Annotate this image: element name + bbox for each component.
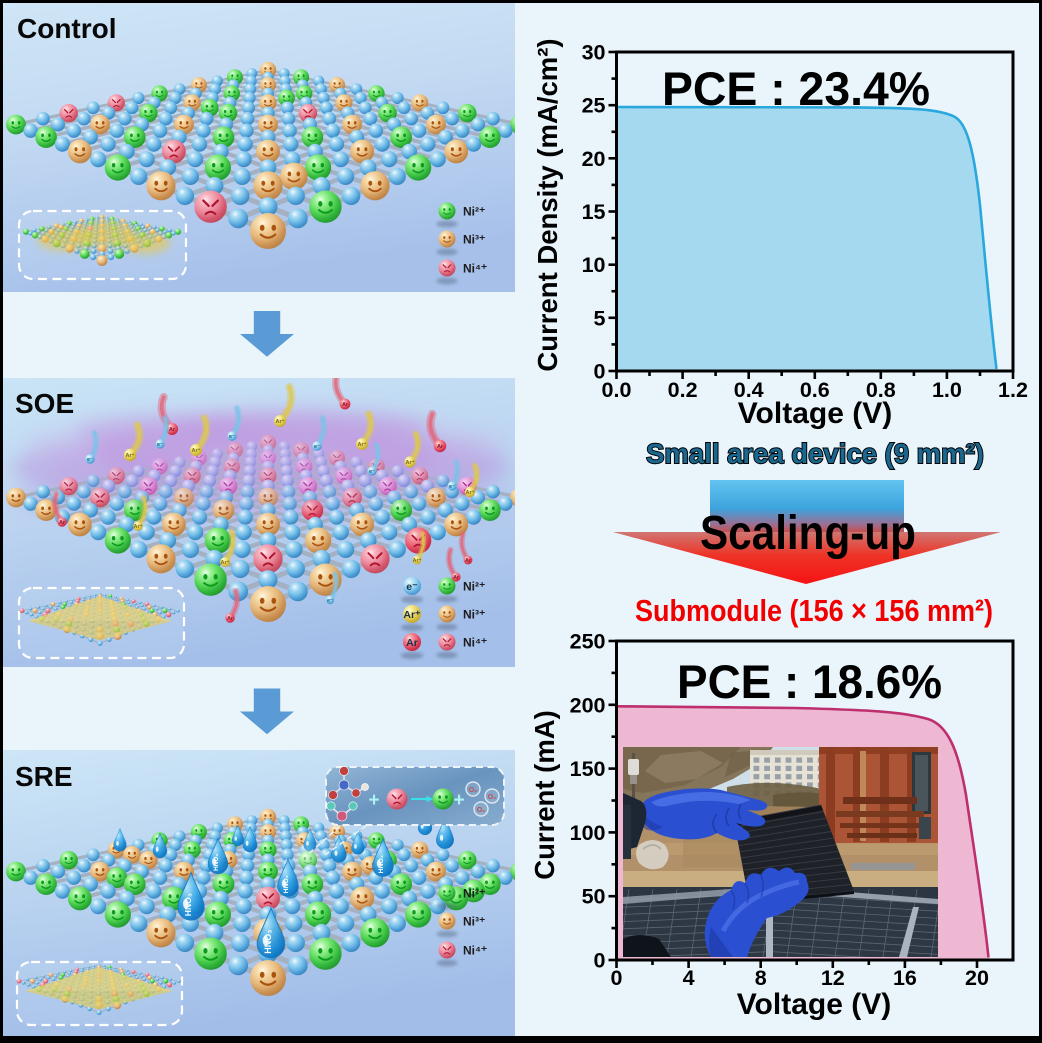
svg-text:Ni⁴⁺: Ni⁴⁺	[463, 262, 487, 276]
svg-text:Ar⁺: Ar⁺	[220, 559, 229, 566]
svg-text:Current Density (mA/cm²): Current Density (mA/cm²)	[532, 38, 563, 371]
svg-text:Ni⁴⁺: Ni⁴⁺	[463, 636, 487, 650]
svg-text:Ar⁺: Ar⁺	[412, 557, 421, 564]
svg-text:1.2: 1.2	[998, 378, 1028, 402]
svg-text:Ar: Ar	[406, 637, 418, 649]
svg-text:Ar: Ar	[59, 520, 66, 526]
svg-text:Ar: Ar	[437, 444, 444, 450]
svg-text:O₂: O₂	[477, 807, 486, 814]
svg-text:+: +	[368, 790, 379, 811]
svg-text:Control: Control	[17, 13, 117, 44]
svg-text:20: 20	[965, 966, 989, 990]
svg-text:e⁻: e⁻	[406, 581, 418, 593]
svg-text:250: 250	[570, 630, 606, 654]
svg-text:Ar⁺: Ar⁺	[191, 447, 200, 454]
svg-text:HNO₃: HNO₃	[183, 893, 193, 916]
svg-text:PCE : 18.6%: PCE : 18.6%	[677, 655, 942, 708]
svg-text:Ar⁺: Ar⁺	[133, 523, 142, 530]
svg-text:Current (mA): Current (mA)	[529, 710, 560, 880]
svg-text:Ar: Ar	[342, 402, 349, 408]
svg-text:Ar⁺: Ar⁺	[357, 441, 366, 448]
svg-text:Ar⁺: Ar⁺	[275, 418, 284, 425]
svg-text:15: 15	[582, 200, 606, 224]
svg-text:Ar⁺: Ar⁺	[403, 609, 421, 621]
svg-text:Ni⁴⁺: Ni⁴⁺	[463, 944, 487, 958]
svg-text:200: 200	[570, 693, 606, 717]
svg-text:25: 25	[582, 94, 606, 118]
svg-text:0.2: 0.2	[668, 378, 698, 402]
svg-text:Ni²⁺: Ni²⁺	[463, 205, 485, 219]
svg-text:Ar⁺: Ar⁺	[465, 489, 474, 496]
svg-text:e⁻: e⁻	[327, 598, 333, 604]
svg-text:0: 0	[611, 966, 623, 990]
svg-text:12: 12	[821, 966, 845, 990]
svg-text:HNO₃: HNO₃	[263, 930, 273, 954]
svg-text:0.4: 0.4	[734, 378, 764, 402]
svg-text:O₂: O₂	[469, 787, 478, 794]
svg-text:5: 5	[594, 306, 606, 330]
svg-text:Ar⁺: Ar⁺	[405, 459, 414, 466]
svg-text:0: 0	[594, 360, 606, 384]
svg-text:Ni³⁺: Ni³⁺	[463, 233, 485, 247]
svg-text:SRE: SRE	[15, 761, 73, 792]
svg-text:HNO₃: HNO₃	[283, 875, 290, 893]
svg-text:e⁻: e⁻	[314, 444, 320, 450]
svg-text:100: 100	[570, 821, 606, 845]
svg-text:e⁻: e⁻	[157, 442, 163, 448]
svg-text:Ar⁺: Ar⁺	[125, 452, 134, 459]
svg-text:e⁻: e⁻	[449, 484, 455, 490]
svg-text:Scaling-up: Scaling-up	[700, 507, 916, 560]
svg-text:Submodule (156 × 156 mm²): Submodule (156 × 156 mm²)	[635, 593, 993, 628]
svg-text:0.6: 0.6	[800, 378, 830, 402]
svg-text:Ni³⁺: Ni³⁺	[463, 608, 485, 622]
svg-text:0: 0	[594, 949, 606, 973]
svg-text:+: +	[453, 790, 464, 811]
svg-text:Ar: Ar	[453, 575, 460, 581]
svg-text:HNO₃: HNO₃	[213, 854, 220, 871]
svg-text:e⁻: e⁻	[87, 457, 93, 463]
svg-text:16: 16	[893, 966, 917, 990]
svg-text:Voltage (V): Voltage (V)	[737, 988, 891, 1021]
svg-text:Small area device (9 mm²): Small area device (9 mm²)	[646, 438, 984, 469]
svg-text:Ni²⁺: Ni²⁺	[463, 887, 485, 901]
svg-text:SOE: SOE	[15, 388, 74, 419]
svg-text:O₂: O₂	[488, 794, 497, 801]
svg-text:Ar: Ar	[169, 427, 176, 433]
svg-text:1.0: 1.0	[932, 378, 962, 402]
svg-text:30: 30	[582, 41, 606, 65]
svg-text:HNO₃: HNO₃	[378, 855, 385, 873]
svg-text:Ar: Ar	[465, 558, 472, 564]
svg-text:20: 20	[582, 147, 606, 171]
svg-text:150: 150	[570, 757, 606, 781]
svg-text:Voltage (V): Voltage (V)	[738, 397, 892, 430]
svg-text:0.8: 0.8	[866, 378, 896, 402]
svg-text:10: 10	[582, 253, 606, 277]
svg-text:8: 8	[755, 966, 767, 990]
svg-text:e⁻: e⁻	[229, 434, 235, 440]
svg-text:e⁻: e⁻	[369, 469, 375, 475]
svg-text:Ni³⁺: Ni³⁺	[463, 915, 485, 929]
svg-text:0.0: 0.0	[602, 378, 632, 402]
svg-text:4: 4	[683, 966, 695, 990]
svg-text:PCE : 23.4%: PCE : 23.4%	[662, 62, 930, 115]
svg-text:Ni²⁺: Ni²⁺	[463, 580, 485, 594]
svg-text:50: 50	[582, 885, 606, 909]
svg-text:Ar: Ar	[227, 616, 234, 622]
